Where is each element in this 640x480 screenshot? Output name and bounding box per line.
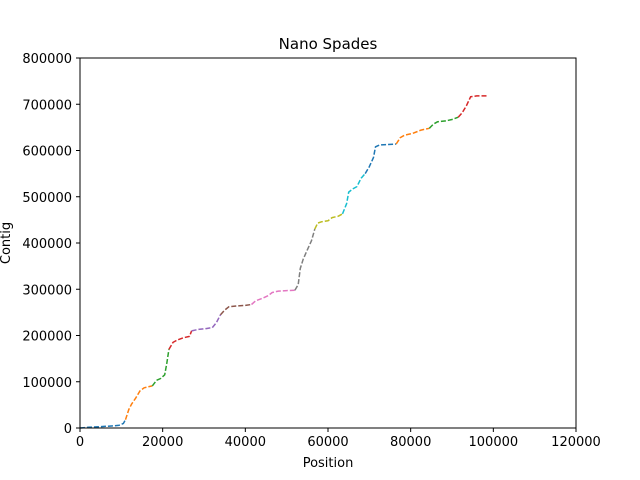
y-tick-label: 0 xyxy=(64,422,72,437)
y-tick-label: 700000 xyxy=(22,98,72,113)
chart-title: Nano Spades xyxy=(279,35,378,53)
series-line-12 xyxy=(395,127,430,145)
x-axis: 0 20000 40000 60000 80000 100000 120000 xyxy=(76,428,601,450)
y-tick-label: 800000 xyxy=(22,52,72,67)
y-tick-label: 100000 xyxy=(22,376,72,391)
series-line-6 xyxy=(219,303,252,316)
y-tick-label: 600000 xyxy=(22,145,72,160)
x-axis-title: Position xyxy=(303,456,354,471)
series-line-7 xyxy=(251,289,295,306)
y-tick-label: 300000 xyxy=(22,283,72,298)
x-tick-label: 40000 xyxy=(225,435,266,450)
x-tick-label: 120000 xyxy=(551,435,601,450)
x-tick-label: 20000 xyxy=(142,435,183,450)
series-line-14 xyxy=(457,95,488,118)
series-line-5 xyxy=(191,314,222,332)
series-line-4 xyxy=(168,330,193,350)
series-line-2 xyxy=(124,385,153,420)
series-line-11 xyxy=(364,143,397,174)
x-tick-label: 100000 xyxy=(469,435,519,450)
x-tick-label: 80000 xyxy=(390,435,431,450)
series-line-1 xyxy=(79,419,127,429)
y-tick-label: 400000 xyxy=(22,237,72,252)
y-tick-label: 200000 xyxy=(22,330,72,345)
x-tick-label: 0 xyxy=(76,435,84,450)
plot-frame xyxy=(79,57,577,429)
series-line-13 xyxy=(428,116,459,129)
x-tick-label: 60000 xyxy=(307,435,348,450)
series-line-10 xyxy=(341,173,366,215)
series-line-8 xyxy=(294,228,316,291)
series-line-9 xyxy=(314,213,343,230)
y-tick-label: 500000 xyxy=(22,191,72,206)
y-axis: 0 100000 200000 300000 400000 500000 600000 700… xyxy=(22,52,80,437)
series-line-3 xyxy=(151,349,170,387)
plot-series-group xyxy=(79,95,488,429)
y-axis-title: Contig xyxy=(0,222,14,264)
